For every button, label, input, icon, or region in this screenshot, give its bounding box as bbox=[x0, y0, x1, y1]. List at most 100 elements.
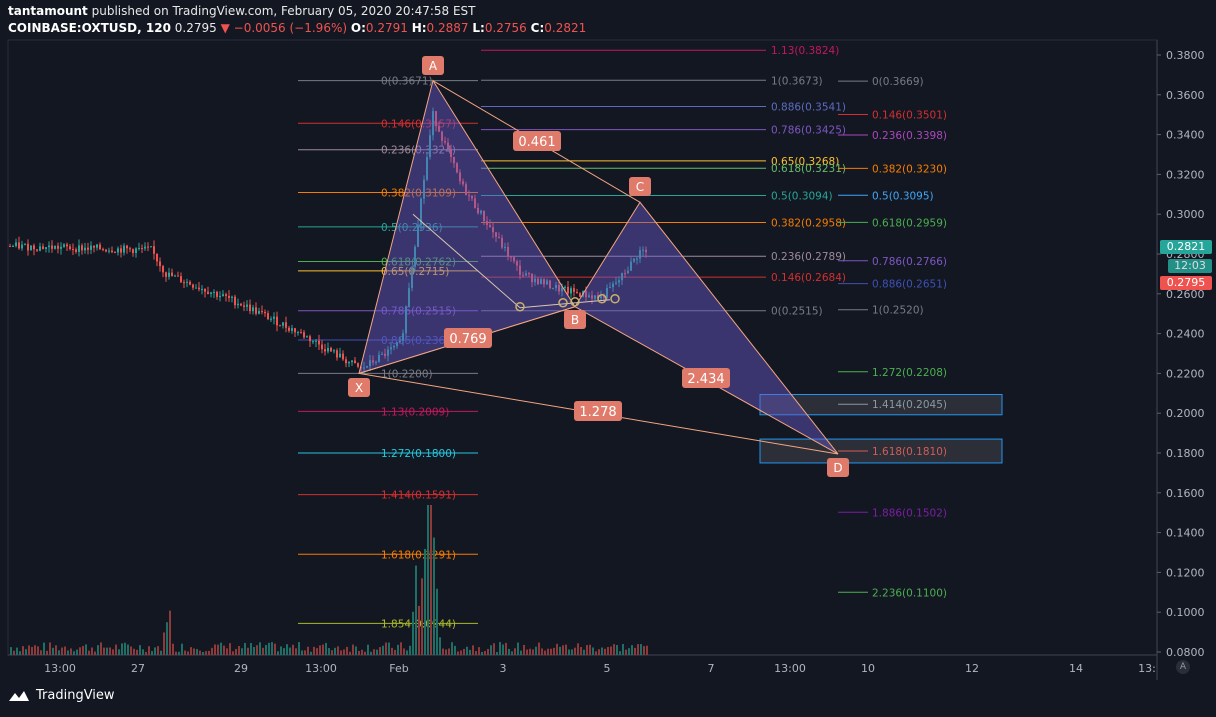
volume-bar bbox=[166, 622, 168, 655]
volume-bar bbox=[424, 548, 426, 655]
volume-bar bbox=[31, 647, 33, 655]
candle-body bbox=[291, 328, 293, 331]
candle-body bbox=[609, 287, 611, 289]
volume-bar bbox=[457, 651, 459, 655]
fib-ext-label: 0.5(0.3095) bbox=[872, 190, 934, 202]
volume-bar bbox=[292, 644, 294, 655]
volume-bar bbox=[550, 648, 552, 655]
volume-bar bbox=[640, 644, 642, 655]
volume-bar bbox=[568, 649, 570, 655]
candle-body bbox=[546, 280, 548, 285]
candle-body bbox=[189, 281, 191, 285]
volume-bar bbox=[316, 648, 318, 655]
pattern-ratio-badge bbox=[513, 131, 561, 151]
candle-body bbox=[144, 246, 146, 249]
candle-body bbox=[282, 322, 284, 326]
candle-body bbox=[465, 184, 467, 196]
y-tick-label: 0.1800 bbox=[1166, 447, 1205, 460]
volume-bar bbox=[274, 643, 276, 655]
candle-body bbox=[93, 245, 95, 248]
candle-body bbox=[42, 246, 44, 249]
pivot-marker bbox=[570, 297, 580, 307]
candle-body bbox=[423, 179, 425, 199]
pattern-ratio-label: 0.769 bbox=[449, 332, 486, 347]
y-tick-label: 0.3200 bbox=[1166, 168, 1205, 181]
candle-body bbox=[81, 245, 83, 251]
volume-bar bbox=[541, 648, 543, 655]
candle-body bbox=[621, 273, 623, 281]
last-value: 0.2795 bbox=[174, 21, 217, 35]
candle-body bbox=[534, 278, 536, 283]
volume-bar bbox=[175, 651, 177, 655]
candle-body bbox=[279, 325, 281, 327]
volume-bar bbox=[355, 646, 357, 655]
volume-bar bbox=[178, 651, 180, 655]
candle-body bbox=[369, 360, 371, 367]
candle-body bbox=[474, 198, 476, 208]
candle-body bbox=[504, 246, 506, 248]
volume-bar bbox=[556, 643, 558, 655]
volume-bar bbox=[97, 645, 99, 655]
volume-bar bbox=[448, 648, 450, 655]
fib-ext-label: 0.236(0.3398) bbox=[872, 130, 947, 142]
volume-bar bbox=[211, 647, 213, 655]
volume-bar bbox=[328, 648, 330, 655]
pattern-point-badge bbox=[629, 177, 651, 196]
volume-bar bbox=[544, 650, 546, 655]
volume-bar bbox=[127, 644, 129, 655]
candle-body bbox=[276, 316, 278, 326]
volume-bar bbox=[64, 646, 66, 655]
candle-body bbox=[441, 131, 443, 141]
volume-bar bbox=[208, 650, 210, 655]
candle-body bbox=[207, 291, 209, 294]
symbol-name[interactable]: COINBASE:OXTUSD, 120 bbox=[8, 21, 171, 35]
candle-body bbox=[378, 354, 380, 362]
candle-body bbox=[135, 248, 137, 253]
candle-body bbox=[537, 278, 539, 285]
candle-body bbox=[270, 318, 272, 320]
open-label: O: bbox=[350, 21, 366, 35]
candle-body bbox=[126, 245, 128, 249]
candle-body bbox=[225, 294, 227, 296]
candle-body bbox=[261, 311, 263, 313]
candle-body bbox=[231, 296, 233, 298]
candle-body bbox=[363, 367, 365, 369]
candle-body bbox=[456, 163, 458, 173]
volume-bar bbox=[247, 647, 249, 655]
volume-bar bbox=[244, 642, 246, 655]
volume-bar bbox=[250, 643, 252, 655]
volume-bar bbox=[229, 643, 231, 655]
volume-bar bbox=[394, 649, 396, 655]
fib-ext-label: 0(0.3669) bbox=[872, 76, 924, 88]
candle-body bbox=[390, 347, 392, 350]
volume-bar bbox=[505, 642, 507, 655]
candle-body bbox=[435, 111, 437, 126]
fib-level-label: 1.272(0.1800) bbox=[381, 448, 456, 460]
volume-bar bbox=[595, 651, 597, 655]
candle-body bbox=[618, 280, 620, 283]
fib-bc-label: 0.65(0.3268) bbox=[771, 156, 839, 168]
volume-bar bbox=[70, 648, 72, 655]
x-tick-label: 27 bbox=[131, 662, 145, 675]
candle-body bbox=[414, 246, 416, 267]
volume-bar bbox=[454, 645, 456, 655]
volume-bar bbox=[310, 651, 312, 655]
volume-bar bbox=[343, 649, 345, 655]
volume-bar bbox=[331, 650, 333, 655]
volume-bar bbox=[94, 651, 96, 655]
volume-bar bbox=[607, 647, 609, 655]
pattern-ratio-label: 0.461 bbox=[518, 135, 555, 150]
pivot-marker bbox=[597, 294, 607, 304]
author-name[interactable]: tantamount bbox=[8, 4, 88, 18]
tradingview-logo-text: TradingView bbox=[36, 688, 115, 703]
volume-bar bbox=[373, 649, 375, 655]
tradingview-footer[interactable]: TradingView bbox=[8, 688, 115, 703]
target-zone-box bbox=[759, 393, 1003, 416]
auto-scale-button[interactable]: A bbox=[1176, 660, 1190, 674]
wedge-line bbox=[412, 213, 521, 309]
pattern-point-badge bbox=[348, 378, 370, 397]
candle-body bbox=[252, 307, 254, 312]
volume-bar bbox=[634, 647, 636, 655]
candle-body bbox=[516, 261, 518, 266]
